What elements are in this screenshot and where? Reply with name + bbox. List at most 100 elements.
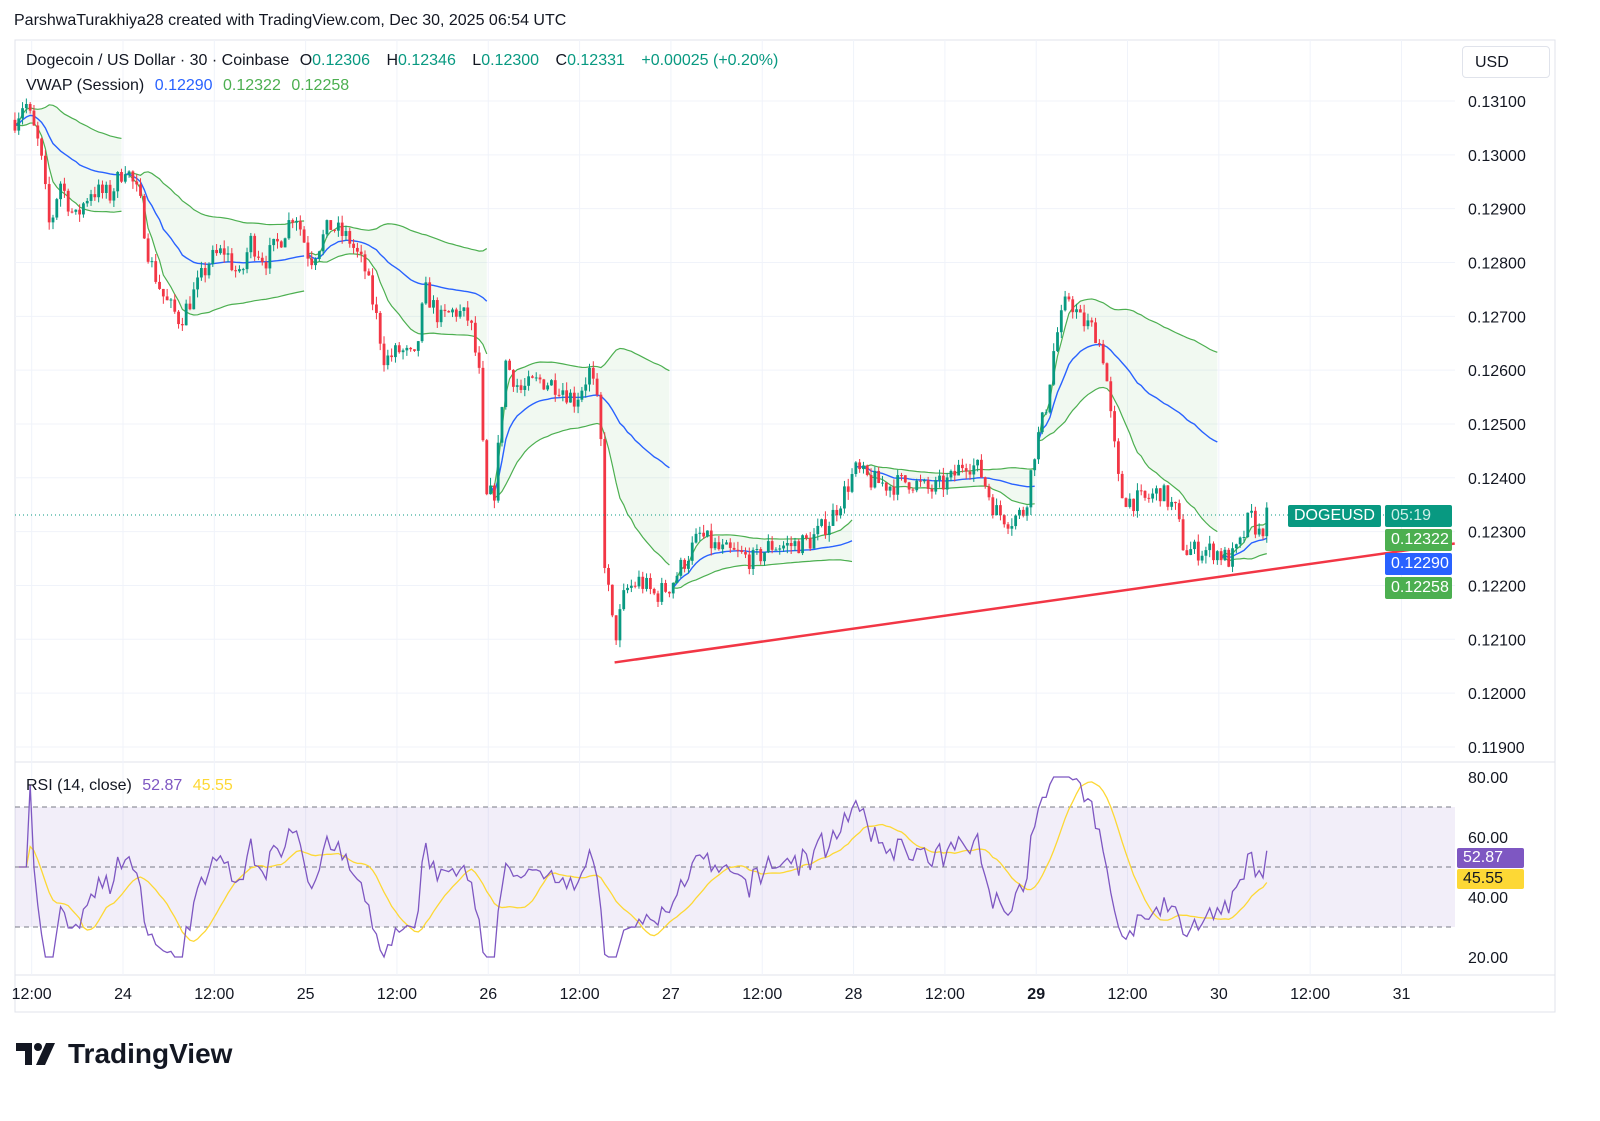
rsi-ma-value: 45.55	[192, 777, 233, 794]
candle-body	[938, 475, 941, 481]
candle-body	[588, 367, 591, 385]
vwap-band-fill	[14, 104, 122, 213]
candle-body	[550, 380, 553, 386]
candle-body	[390, 355, 394, 358]
candle-body	[180, 324, 184, 326]
candle-body	[610, 584, 614, 616]
vwap-lower-band	[307, 253, 488, 355]
x-tick-label: 12:00	[1107, 986, 1147, 1003]
candle-body	[192, 289, 196, 310]
candle-body	[892, 486, 896, 495]
candle-body	[812, 534, 816, 549]
candle-body	[759, 549, 763, 562]
candle-body	[70, 211, 74, 213]
change-value: +0.00025 (+0.20%)	[641, 52, 779, 69]
candle-body	[1086, 320, 1090, 327]
high-value: 0.12346	[398, 52, 456, 69]
candle-body	[496, 442, 500, 501]
candle-body	[211, 249, 215, 265]
candle-body	[972, 465, 976, 475]
candle-body	[983, 477, 987, 487]
vwap-lower-tag: 0.12258	[1385, 577, 1452, 599]
candle-body	[24, 104, 28, 109]
candle-body	[504, 360, 508, 408]
candle-body	[47, 184, 51, 223]
rsi-tick-label: 20.00	[1468, 950, 1508, 967]
candle-body	[949, 470, 953, 478]
candle-body	[1265, 507, 1269, 537]
candle-body	[234, 270, 238, 272]
candle-body	[1056, 332, 1059, 352]
symbol-price-tag: DOGEUSD	[1288, 505, 1381, 527]
candle-body	[59, 183, 62, 200]
x-tick-label: 29	[1027, 986, 1045, 1003]
candle-body	[926, 480, 930, 489]
candle-body	[903, 475, 907, 483]
candle-body	[709, 530, 713, 549]
currency-selector[interactable]: USD	[1462, 46, 1550, 78]
y-tick-label: 0.11900	[1468, 740, 1525, 757]
rsi-legend[interactable]: RSI (14, close) 52.87 45.55	[26, 777, 239, 795]
candle-body	[302, 229, 306, 243]
candle-body	[298, 220, 302, 230]
candle-body	[424, 282, 428, 304]
tradingview-logo[interactable]: TradingView	[16, 1038, 232, 1070]
candle-body	[13, 119, 17, 131]
candle-body	[648, 577, 652, 590]
candle-body	[618, 609, 622, 641]
rsi-line	[18, 776, 1268, 959]
candle-body	[527, 376, 531, 386]
candle-body	[321, 234, 325, 252]
candle-body	[801, 535, 804, 554]
candle-body	[1021, 509, 1025, 516]
candle-body	[1234, 544, 1238, 549]
candle-body	[511, 369, 515, 387]
vwap-legend[interactable]: VWAP (Session) 0.12290 0.12322 0.12258	[26, 77, 355, 95]
candle-body	[66, 190, 70, 212]
candle-body	[717, 542, 721, 550]
candle-body	[869, 474, 873, 488]
candle-body	[721, 544, 725, 550]
rsi-ma-line	[18, 781, 1268, 943]
candle-body	[199, 268, 203, 278]
y-tick-label: 0.12100	[1468, 632, 1526, 649]
candle-body	[458, 311, 462, 317]
candle-body	[500, 407, 504, 443]
candle-body	[534, 377, 538, 379]
vwap-upper-band	[125, 171, 305, 226]
x-tick-label: 31	[1393, 986, 1411, 1003]
candle-body	[873, 470, 877, 488]
candle-body	[473, 322, 477, 353]
candle-body	[1052, 351, 1056, 385]
candle-body	[325, 220, 329, 235]
x-tick-label: 12:00	[194, 986, 234, 1003]
candle-body	[629, 585, 633, 588]
candle-body	[572, 392, 576, 407]
candle-body	[858, 462, 862, 470]
candle-body	[766, 541, 770, 553]
rsi-tick-label: 40.00	[1468, 890, 1508, 907]
candle-body	[188, 303, 192, 310]
candle-body	[253, 235, 257, 257]
candle-body	[264, 262, 268, 269]
candle-body	[919, 480, 922, 482]
candle-body	[420, 303, 424, 342]
candle-body	[877, 470, 881, 484]
candle-body	[238, 269, 241, 272]
x-tick-label: 12:00	[1290, 986, 1330, 1003]
candle-body	[808, 538, 812, 549]
candle-body	[454, 309, 458, 317]
candle-body	[1040, 412, 1044, 433]
candle-body	[17, 118, 21, 131]
candle-body	[1044, 412, 1048, 414]
candle-body	[999, 505, 1002, 516]
y-tick-label: 0.13100	[1468, 94, 1526, 111]
candle-body	[428, 282, 432, 308]
logo-text: TradingView	[68, 1038, 233, 1069]
candle-body	[352, 243, 355, 248]
candle-body	[976, 459, 980, 466]
candle-body	[481, 367, 485, 441]
y-tick-label: 0.12000	[1468, 686, 1526, 703]
candle-body	[1174, 501, 1177, 504]
